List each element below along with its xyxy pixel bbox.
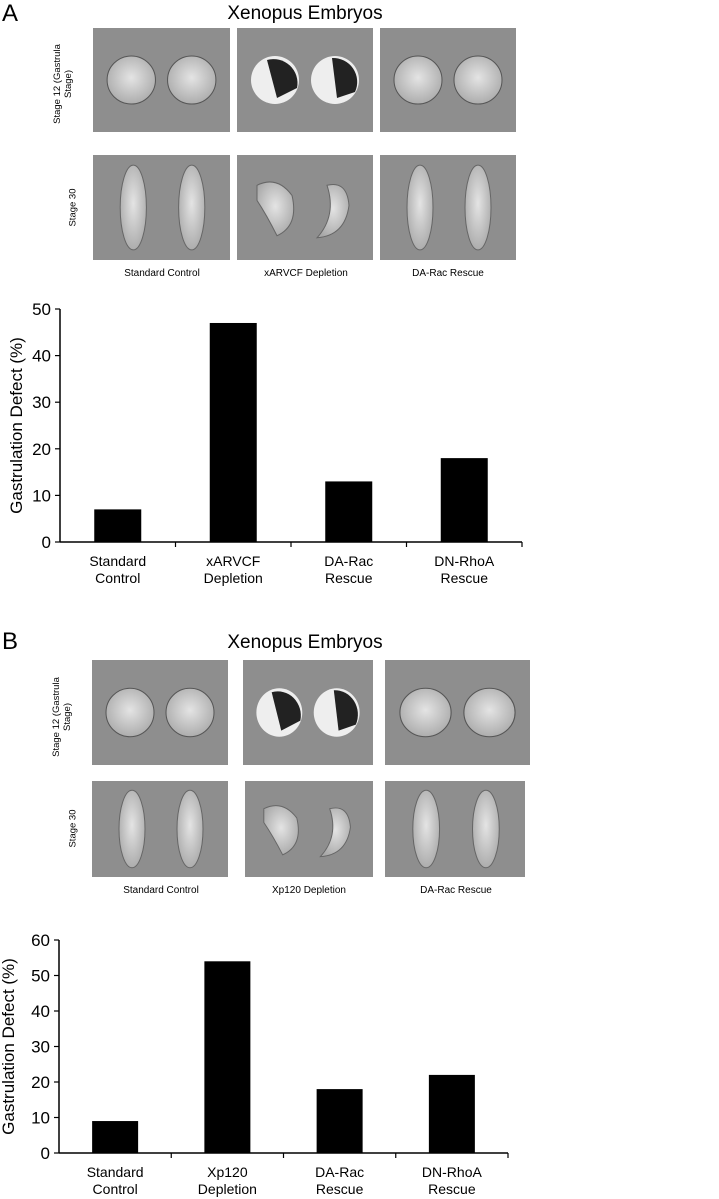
bar-standard-control xyxy=(92,1121,139,1153)
x-tick-label: DA-Rac xyxy=(324,553,373,569)
y-tick-label: 10 xyxy=(31,1109,50,1128)
y-tick-label: 0 xyxy=(42,533,51,552)
x-tick-label: Depletion xyxy=(204,570,263,586)
photo-b-stage12-control xyxy=(92,660,228,765)
y-tick-label: 40 xyxy=(32,347,51,366)
photo-a-stage12-depletion xyxy=(237,28,373,132)
panel-b-caption-2: Xp120 Depletion xyxy=(272,885,346,896)
photo-a-stage30-rescue xyxy=(380,155,516,260)
y-tick-label: 0 xyxy=(41,1144,50,1163)
x-tick-label: DA-Rac xyxy=(315,1164,364,1180)
x-tick-label: Control xyxy=(93,1181,138,1197)
y-tick-label: 20 xyxy=(31,1073,50,1092)
y-tick-label: 20 xyxy=(32,440,51,459)
panel-a-title: Xenopus Embryos xyxy=(227,3,383,24)
x-tick-label: Standard xyxy=(89,553,146,569)
panel-a-caption-3: DA-Rac Rescue xyxy=(412,268,484,279)
y-tick-label: 50 xyxy=(32,300,51,319)
photo-a-stage12-rescue xyxy=(380,28,516,132)
x-tick-label: Xp120 xyxy=(207,1164,248,1180)
bar-da-rac-rescue xyxy=(325,481,373,542)
y-tick-label: 60 xyxy=(31,931,50,950)
x-tick-label: xARVCF xyxy=(206,553,260,569)
photo-b-stage30-depletion xyxy=(245,781,373,877)
x-tick-label: DN-RhoA xyxy=(434,553,495,569)
bar-xarvcf-depletion xyxy=(209,322,257,542)
panel-b-title: Xenopus Embryos xyxy=(227,632,383,653)
y-tick-label: 50 xyxy=(31,967,50,986)
photo-a-stage30-control xyxy=(93,155,230,260)
bar-dn-rhoa-rescue xyxy=(428,1074,475,1153)
bar-xp120-depletion xyxy=(204,961,251,1153)
photo-a-stage30-depletion xyxy=(237,155,373,260)
y-tick-label: 30 xyxy=(31,1038,50,1057)
x-tick-label: Depletion xyxy=(198,1181,257,1197)
y-tick-label: 40 xyxy=(31,1002,50,1021)
y-tick-label: 30 xyxy=(32,393,51,412)
x-tick-label: Rescue xyxy=(316,1181,364,1197)
x-tick-label: Rescue xyxy=(325,570,373,586)
x-tick-label: DN-RhoA xyxy=(422,1164,483,1180)
panel-b-caption-1: Standard Control xyxy=(123,885,199,896)
photo-b-stage12-rescue xyxy=(385,660,530,765)
x-tick-label: Control xyxy=(95,570,140,586)
x-tick-label: Rescue xyxy=(428,1181,476,1197)
panel-a-caption-2: xARVCF Depletion xyxy=(264,268,348,279)
x-tick-label: Rescue xyxy=(441,570,489,586)
y-tick-label: 10 xyxy=(32,486,51,505)
bar-standard-control xyxy=(94,509,142,542)
panel-a-letter: A xyxy=(2,0,19,27)
y-axis-label: Gastrulation Defect (%) xyxy=(0,958,18,1135)
panel-b-letter: B xyxy=(2,628,19,655)
photo-b-stage30-control xyxy=(92,781,228,877)
panel-a-caption-1: Standard Control xyxy=(124,268,200,279)
x-tick-label: Standard xyxy=(87,1164,144,1180)
photo-b-stage12-depletion xyxy=(243,660,373,765)
bar-da-rac-rescue xyxy=(316,1089,363,1153)
bar-dn-rhoa-rescue xyxy=(440,458,488,542)
y-axis-label: Gastrulation Defect (%) xyxy=(7,337,26,514)
panel-b-caption-3: DA-Rac Rescue xyxy=(420,885,492,896)
photo-a-stage12-control xyxy=(93,28,230,132)
photo-b-stage30-rescue xyxy=(385,781,525,877)
bar-chart-a: 0 10 20 30 40 50 Gastrulation Defect (%) Standa… xyxy=(7,300,523,586)
